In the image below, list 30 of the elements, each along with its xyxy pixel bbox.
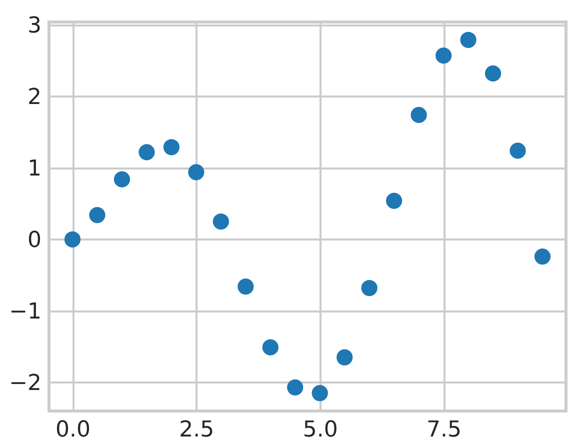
point bbox=[410, 106, 427, 124]
point bbox=[138, 144, 155, 160]
y-tick-label: −1 bbox=[9, 299, 42, 324]
x-tick-label: 7.5 bbox=[426, 418, 462, 442]
point bbox=[361, 280, 378, 296]
point bbox=[510, 142, 526, 159]
point bbox=[336, 349, 353, 366]
point bbox=[188, 164, 204, 180]
point bbox=[460, 32, 476, 48]
x-tick-label: 0.0 bbox=[56, 418, 90, 442]
point bbox=[534, 248, 551, 265]
point bbox=[64, 231, 81, 248]
point bbox=[287, 379, 304, 396]
point bbox=[435, 48, 452, 64]
y-tick-label: 2 bbox=[28, 84, 42, 110]
point bbox=[89, 207, 106, 224]
y-tick-label: −2 bbox=[9, 370, 42, 396]
point bbox=[114, 171, 130, 188]
x-tick-label: 2.5 bbox=[179, 418, 214, 442]
point bbox=[262, 339, 278, 356]
y-tick-label: 0 bbox=[28, 228, 42, 253]
y-tick-label: 3 bbox=[28, 13, 42, 38]
point bbox=[238, 278, 254, 295]
point bbox=[484, 65, 502, 82]
point bbox=[163, 139, 180, 156]
x-tick-label: 5.0 bbox=[302, 418, 338, 442]
y-tick-label: 1 bbox=[28, 156, 42, 182]
point bbox=[212, 213, 229, 230]
point bbox=[386, 192, 402, 209]
point bbox=[312, 385, 328, 402]
